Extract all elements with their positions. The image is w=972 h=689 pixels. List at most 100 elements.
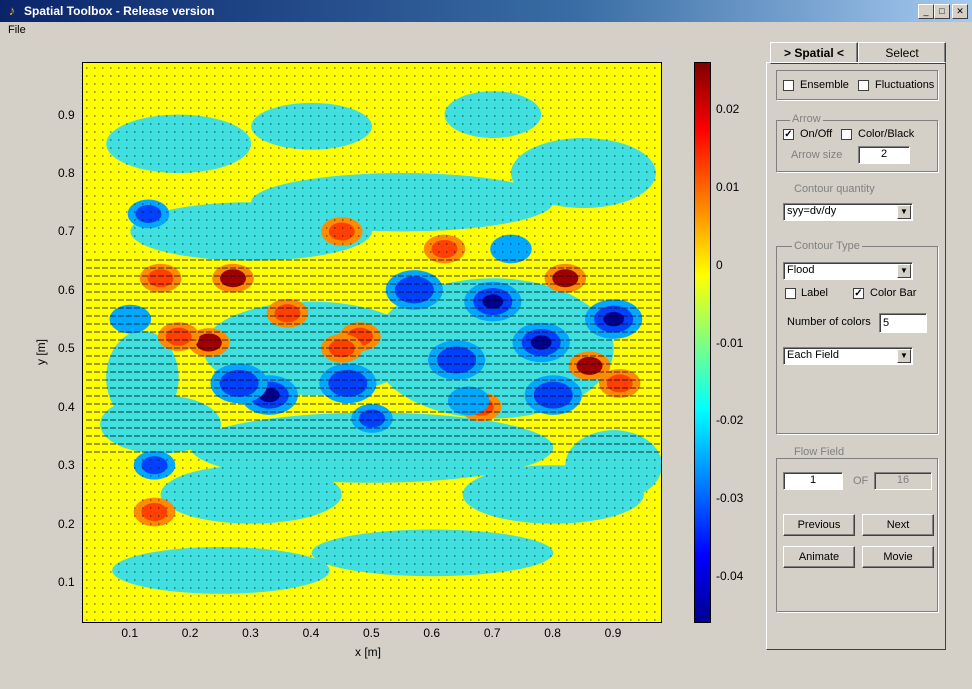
arrow-size-label: Arrow size: [791, 149, 843, 161]
contour-blob: [195, 333, 222, 352]
x-tick-label: 0.1: [121, 626, 139, 640]
y-tick-label: 0.6: [58, 282, 75, 297]
next-button[interactable]: Next: [862, 514, 934, 536]
contour-blob: [220, 269, 247, 288]
contour-region: [251, 102, 372, 150]
contour-region: [311, 529, 554, 577]
y-tick-label: 0.2: [58, 516, 75, 531]
contour-blob: [530, 335, 552, 350]
y-tick-label: 0.1: [58, 575, 75, 590]
contour-plot-svg: [86, 67, 662, 621]
tab-select[interactable]: Select: [858, 42, 946, 64]
current-field-input[interactable]: 1: [783, 472, 843, 490]
arrow-frame: [776, 120, 938, 172]
arrow-onoff-label: On/Off: [800, 128, 833, 140]
arrow-colorblack-label: Color/Black: [858, 128, 915, 140]
flow-field-frame: [776, 458, 938, 612]
arrow-onoff-checkbox[interactable]: ✓: [783, 129, 794, 140]
plot-axes-frame: [82, 62, 662, 623]
y-tick-label: 0.9: [58, 107, 75, 122]
ensemble-frame: [776, 70, 938, 100]
contour-region: [160, 465, 342, 524]
minimize-button[interactable]: _: [918, 4, 934, 19]
contour-type-select[interactable]: Flood ▼: [783, 262, 913, 280]
contour-blob: [135, 204, 162, 223]
tab-spatial[interactable]: > Spatial <: [770, 42, 858, 64]
ensemble-checkbox[interactable]: [783, 80, 794, 91]
colorbar-checkbox-label: Color Bar: [870, 287, 917, 299]
contour-blob: [552, 269, 579, 288]
contour-blob: [274, 304, 301, 323]
contour-region: [190, 412, 554, 483]
title-bar: [0, 0, 972, 22]
colorbar-tick-label: -0.01: [716, 335, 744, 350]
contour-quantity-value: syy=dv/dy: [787, 205, 837, 217]
previous-button[interactable]: Previous: [783, 514, 855, 536]
chevron-down-icon[interactable]: ▼: [897, 205, 911, 219]
movie-button[interactable]: Movie: [862, 546, 934, 568]
contour-blob: [403, 282, 425, 298]
x-tick-label: 0.8: [544, 626, 561, 640]
menu-file[interactable]: File: [8, 24, 26, 36]
colorbar-tick-label: -0.04: [716, 569, 744, 584]
contour-plot-area: [82, 62, 662, 623]
contour-type-legend: Contour Type: [792, 240, 862, 252]
fluctuations-checkbox[interactable]: [858, 80, 869, 91]
contour-blob: [141, 502, 168, 521]
contour-blob: [431, 240, 458, 258]
num-colors-label: Number of colors: [787, 316, 871, 328]
x-tick-label: 0.3: [242, 626, 259, 640]
contour-region: [565, 430, 662, 501]
x-tick-label: 0.2: [181, 626, 199, 640]
velocity-arrow-field: [86, 67, 660, 621]
label-checkbox-label: Label: [801, 287, 828, 299]
y-tick-label: 0.7: [58, 224, 75, 239]
y-tick-label: 0.8: [58, 166, 75, 181]
colorbar-tick-label: 0: [716, 257, 723, 272]
y-tick-label: 0.3: [58, 458, 75, 473]
x-tick-label: 0.9: [604, 626, 622, 640]
ensemble-label: Ensemble: [800, 79, 849, 91]
contour-blob: [576, 356, 603, 375]
of-label: OF: [853, 475, 869, 487]
contour-region: [130, 202, 372, 261]
total-fields-field: 16: [874, 472, 932, 490]
chevron-down-icon[interactable]: ▼: [897, 264, 911, 278]
x-tick-label: 0.5: [363, 626, 380, 640]
arrow-legend: Arrow: [790, 113, 823, 125]
contour-quantity-label: Contour quantity: [794, 183, 875, 195]
contour-blob: [542, 387, 564, 403]
num-colors-input[interactable]: 5: [879, 313, 927, 333]
maximize-button[interactable]: □: [934, 4, 950, 19]
colorbar-tick-label: -0.03: [716, 491, 744, 506]
contour-blob: [328, 339, 355, 358]
contour-blob: [455, 391, 482, 410]
color-scale-value: Each Field: [787, 349, 839, 361]
arrow-colorblack-checkbox[interactable]: [841, 129, 852, 140]
contour-quantity-select[interactable]: syy=dv/dy ▼: [783, 203, 913, 221]
contour-region: [106, 330, 179, 425]
colorbar-checkbox[interactable]: ✓: [853, 288, 864, 299]
fluctuations-label: Fluctuations: [875, 79, 935, 91]
animate-button[interactable]: Animate: [783, 546, 855, 568]
arrow-size-input[interactable]: 2: [858, 146, 910, 164]
contour-blob: [497, 240, 524, 258]
x-tick-label: 0.7: [483, 626, 501, 640]
color-scale-select[interactable]: Each Field ▼: [783, 347, 913, 365]
y-tick-label: 0.5: [58, 341, 75, 356]
x-axis-label: x [m]: [355, 645, 381, 659]
close-button[interactable]: ✕: [952, 4, 968, 19]
contour-blob: [603, 311, 625, 327]
chevron-down-icon[interactable]: ▼: [897, 349, 911, 363]
contour-blob: [147, 269, 174, 288]
contour-type-value: Flood: [787, 264, 815, 276]
contour-blob: [141, 456, 168, 475]
colorbar-tick-label: 0.02: [716, 101, 740, 116]
x-tick-label: 0.4: [302, 626, 320, 640]
y-axis-label: y [m]: [34, 339, 48, 365]
matlab-app-icon: ♪: [8, 3, 16, 18]
colorbar-tick-label: 0.01: [716, 179, 740, 194]
label-checkbox[interactable]: [785, 288, 796, 299]
contour-blob: [482, 294, 504, 309]
contour-region: [106, 114, 252, 174]
